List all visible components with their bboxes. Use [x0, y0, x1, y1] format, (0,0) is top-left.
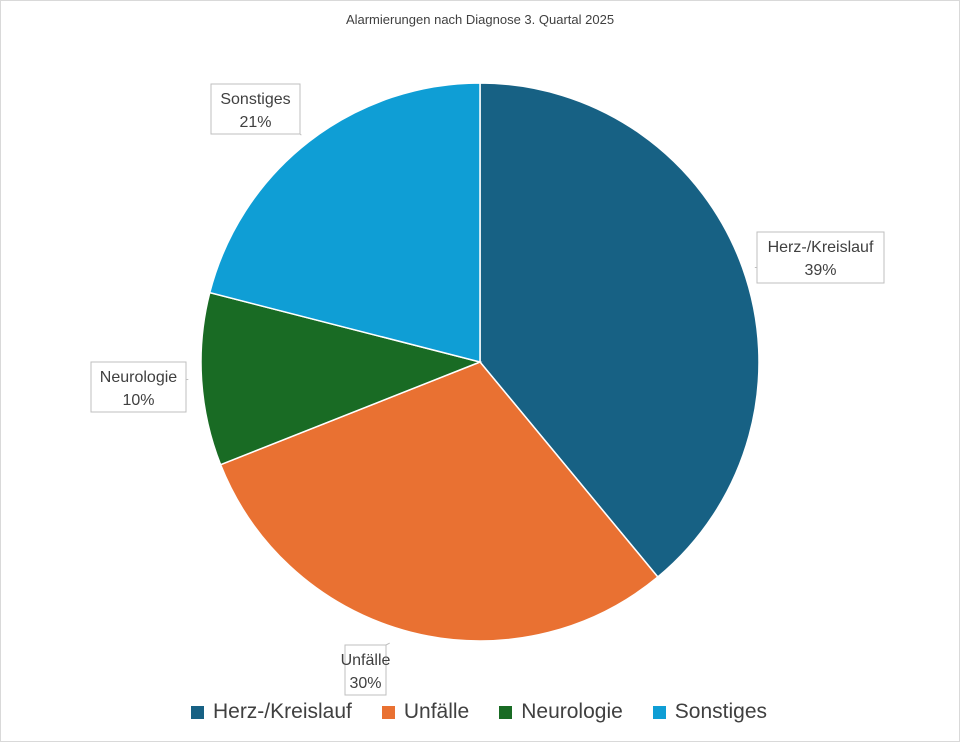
data-labels: Herz-/Kreislauf 39% Unfälle 30% Neurologie 10…: [90, 83, 885, 696]
legend-label: Herz-/Kreislauf: [212, 700, 352, 723]
legend-label: Sonstiges: [674, 700, 768, 723]
data-label-value: 30%: [349, 675, 381, 692]
leader-line: [385, 642, 390, 646]
pie-slice-sonstiges: [208, 82, 481, 363]
legend-label: Unfälle: [403, 700, 470, 723]
data-label: Sonstiges 21%: [210, 83, 301, 135]
data-label-category: Neurologie: [100, 369, 177, 386]
data-label-box: [756, 231, 885, 284]
legend-swatch: [499, 705, 513, 719]
data-label-category: Herz-/Kreislauf: [768, 239, 874, 256]
legend-item: Neurologie: [499, 700, 623, 724]
legend-swatch: [652, 705, 666, 719]
legend-swatch: [190, 705, 204, 719]
data-label-value: 10%: [122, 392, 154, 409]
legend-swatch: [381, 705, 395, 719]
pie-slices: [200, 82, 760, 642]
legend-label: Neurologie: [521, 700, 623, 723]
data-label-category: Sonstiges: [220, 91, 290, 108]
data-label-box: [90, 361, 187, 413]
data-label: Unfälle 30%: [341, 644, 391, 696]
data-label-category: Unfälle: [341, 652, 391, 669]
data-label-value: 21%: [239, 114, 271, 131]
chart-legend: Herz-/Kreislauf Unfälle Neurologie Sonstige…: [0, 700, 958, 724]
pie-slice-herz-kreislauf: [479, 82, 760, 579]
legend-item: Herz-/Kreislauf: [190, 700, 352, 724]
legend-item: Sonstiges: [652, 700, 768, 724]
pie-slice-neurologie: [200, 291, 483, 466]
chart-title: Alarmierungen nach Diagnose 3. Quartal 2…: [345, 12, 615, 27]
data-label: Neurologie 10%: [90, 361, 187, 413]
data-label-box: [210, 83, 301, 135]
data-label: Herz-/Kreislauf 39%: [756, 231, 885, 284]
data-label-value: 39%: [804, 262, 836, 279]
data-label-box: [344, 644, 387, 696]
pie-slice-unf-lle: [219, 361, 659, 642]
legend-item: Unfälle: [381, 700, 470, 724]
